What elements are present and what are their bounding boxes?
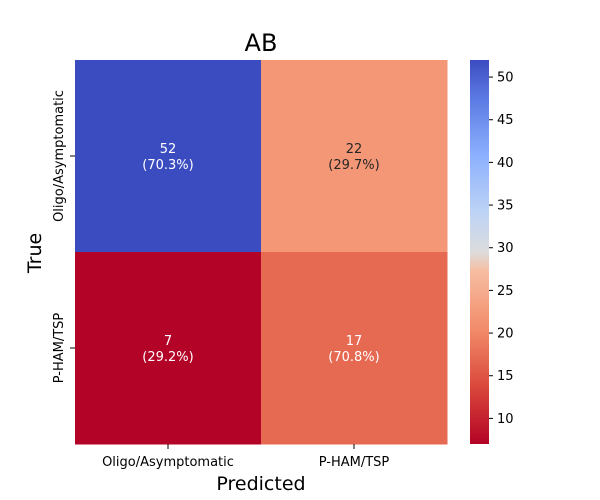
y-tick-label: P-HAM/TSP	[52, 313, 67, 384]
heatmap-cell	[75, 60, 262, 253]
colorbar-tick-label: 10	[497, 412, 514, 427]
cell-percent-label: (29.7%)	[328, 158, 379, 173]
colorbar-tick-label: 25	[497, 284, 514, 299]
y-tick-label: Oligo/Asymptomatic	[52, 90, 67, 222]
x-axis: Oligo/Asymptomatic P-HAM/TSP	[102, 444, 389, 470]
chart-title: AB	[245, 29, 278, 57]
heatmap-cell	[261, 252, 448, 445]
colorbar-tick-label: 20	[497, 327, 514, 342]
x-tick-label: Oligo/Asymptomatic	[102, 455, 234, 470]
colorbar-tick-label: 30	[497, 241, 514, 256]
cell-percent-label: (70.8%)	[328, 350, 379, 365]
x-axis-label: Predicted	[216, 473, 305, 495]
colorbar-tick-label: 50	[497, 71, 514, 86]
heatmap-cell	[75, 252, 262, 445]
heatmap-cells: 52(70.3%) 22(29.7%) 7(29.2%) 17(70.8%)	[75, 60, 448, 445]
cell-percent-label: (70.3%)	[142, 158, 193, 173]
x-tick-label: P-HAM/TSP	[319, 455, 390, 470]
y-axis-label: True	[24, 233, 46, 274]
colorbar-tick-label: 35	[497, 199, 514, 214]
cell-value-label: 7	[164, 334, 172, 349]
colorbar-tick-label: 15	[497, 369, 514, 384]
y-axis: Oligo/Asymptomatic P-HAM/TSP	[52, 90, 75, 383]
cell-percent-label: (29.2%)	[142, 350, 193, 365]
colorbar-tick-label: 45	[497, 113, 514, 128]
cell-value-label: 22	[346, 142, 363, 157]
heatmap-cell	[261, 60, 448, 253]
cell-value-label: 17	[346, 334, 363, 349]
colorbar-tick-label: 40	[497, 156, 514, 171]
cell-value-label: 52	[160, 142, 177, 157]
colorbar-gradient	[470, 60, 489, 444]
colorbar: 10 15 20 25 30 35 40 45 50	[470, 60, 514, 444]
